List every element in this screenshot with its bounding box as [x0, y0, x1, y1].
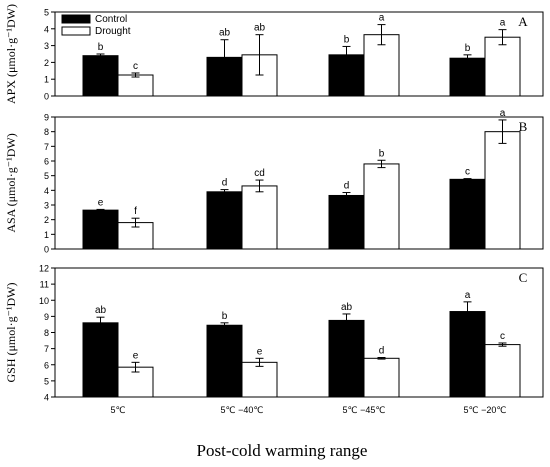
bar-drought [117, 74, 154, 97]
significance-letter: e [133, 350, 139, 361]
y-tick-label: 2 [44, 215, 49, 225]
bar-drought [484, 344, 521, 398]
significance-letter: c [500, 331, 505, 342]
panel-letter: A [518, 14, 528, 29]
significance-letter: ab [95, 305, 107, 316]
significance-letter: e [98, 197, 104, 208]
significance-letter: f [134, 206, 137, 217]
panel-letter: C [519, 270, 528, 285]
y-tick-label: 3 [44, 41, 49, 51]
significance-letter: e [257, 346, 263, 357]
legend-swatch-drought [61, 26, 91, 36]
significance-letter: a [379, 13, 385, 24]
plot-frame [54, 116, 544, 250]
bar-drought [363, 163, 400, 250]
y-tick-label: 8 [44, 328, 49, 338]
significance-letter: ab [219, 28, 231, 39]
significance-letter: b [222, 311, 228, 322]
x-axis-title: Post-cold warming range [197, 441, 368, 460]
y-tick-label: 3 [44, 201, 49, 211]
significance-letter: a [500, 18, 506, 29]
y-axis-title: ASA (μmol·g⁻¹DW) [4, 133, 18, 232]
bar-drought [241, 185, 278, 250]
y-tick-label: 4 [44, 24, 49, 34]
y-axis-title: GSH (μmol·g⁻¹DW) [4, 282, 18, 382]
bar-control [328, 194, 365, 250]
y-tick-label: 6 [44, 360, 49, 370]
significance-letter: b [379, 148, 385, 159]
significance-letter: c [133, 61, 138, 72]
legend-label-drought: Drought [95, 26, 131, 37]
bar-control [82, 322, 119, 398]
bar-control [82, 55, 119, 97]
y-tick-label: 7 [44, 142, 49, 152]
bar-drought [484, 36, 521, 97]
y-tick-label: 10 [39, 296, 49, 306]
y-tick-label: 9 [44, 113, 49, 123]
significance-letter: b [465, 43, 471, 54]
y-tick-label: 5 [44, 171, 49, 181]
significance-letter: d [379, 345, 385, 356]
y-tick-label: 5 [44, 8, 49, 18]
significance-letter: b [344, 34, 350, 45]
bar-control [449, 311, 486, 398]
legend-swatch-control [61, 14, 91, 24]
x-tick-label: 5℃ −20℃ [464, 405, 507, 415]
x-tick-label: 5℃ −40℃ [221, 405, 264, 415]
y-tick-label: 5 [44, 376, 49, 386]
legend-label-control: Control [95, 14, 127, 25]
y-tick-label: 4 [44, 393, 49, 403]
significance-letter: b [98, 42, 104, 53]
panel-c: 4 5 6 7 8 9 10 11 12 GSH (μmol·g⁻¹DW) Cab e 5℃ b e 5℃ −… [4, 264, 544, 415]
y-tick-label: 0 [44, 245, 49, 255]
significance-letter: c [465, 167, 470, 178]
bar-control [328, 319, 365, 398]
plot-frame [54, 11, 544, 97]
significance-letter: d [222, 178, 228, 189]
y-tick-label: 11 [40, 280, 49, 290]
y-tick-label: 9 [44, 312, 49, 322]
bar-control [82, 209, 119, 250]
bar-control [449, 178, 486, 250]
y-axis-title: APX (μmol·g⁻¹DW) [4, 4, 18, 104]
y-tick-label: 1 [44, 75, 49, 85]
bar-control [449, 57, 486, 97]
significance-letter: ab [341, 302, 353, 313]
bar-drought [363, 357, 400, 398]
panel-letter: B [519, 119, 528, 134]
y-tick-label: 0 [44, 92, 49, 102]
y-tick-label: 12 [39, 264, 49, 274]
bar-control [206, 324, 243, 398]
bar-control [206, 191, 243, 250]
legend: Control Drought [61, 14, 131, 37]
bar-drought [484, 131, 521, 250]
y-tick-label: 7 [44, 344, 49, 354]
y-tick-label: 2 [44, 58, 49, 68]
bar-drought [241, 361, 278, 398]
y-tick-label: 1 [44, 230, 49, 240]
significance-letter: cd [254, 168, 265, 179]
significance-letter: a [465, 290, 471, 301]
significance-letter: ab [254, 23, 266, 34]
y-tick-label: 4 [44, 186, 49, 196]
x-tick-label: 5℃ [110, 405, 125, 415]
significance-letter: a [500, 108, 506, 119]
y-tick-label: 6 [44, 157, 49, 167]
panel-b: 0 1 2 3 4 5 6 7 8 9 ASA (μmol·g⁻¹DW) Be f d cd d b c a [4, 108, 544, 255]
x-tick-label: 5℃ −45℃ [343, 405, 386, 415]
y-tick-label: 8 [44, 127, 49, 137]
significance-letter: d [344, 181, 350, 192]
